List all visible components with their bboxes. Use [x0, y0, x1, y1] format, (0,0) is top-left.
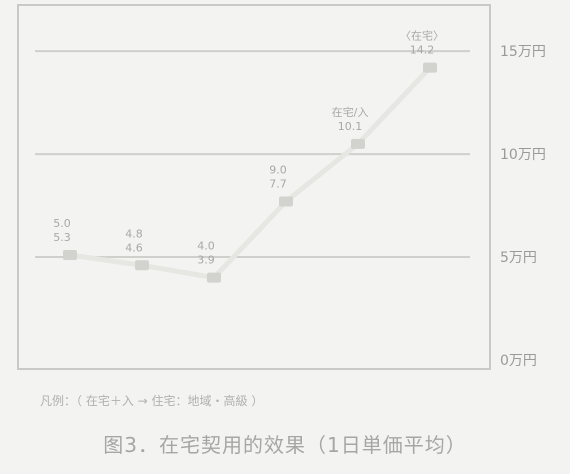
series-layer: [63, 62, 437, 283]
y-tick-labels: 15万円 10万円 5万円 0万円: [500, 44, 546, 369]
point-annotation: 在宅/入: [332, 105, 369, 119]
data-point: [423, 62, 437, 73]
point-annotation: 4.8: [125, 227, 143, 240]
plot-frame: [17, 4, 491, 370]
annotation-layer: 〈在宅〉14.2 在宅/入10.1 9.07.7 5.05.3 4.84.6 4.03.9: [53, 29, 444, 267]
point-annotation: 7.7: [269, 177, 287, 190]
data-point: [135, 260, 149, 271]
point-annotation: 14.2: [410, 44, 435, 57]
data-point: [279, 196, 293, 207]
point-annotation: 10.1: [338, 120, 363, 133]
y-tick-label: 5万円: [500, 250, 537, 266]
y-tick-label: 10万円: [500, 147, 546, 163]
grid-layer: [35, 50, 470, 259]
data-point: [207, 272, 221, 283]
point-annotation: 9.0: [269, 163, 287, 176]
point-annotation: 5.3: [53, 231, 71, 244]
chart-footnote: 凡例：（ 在宅＋入 → 住宅：地域・高級 ）: [40, 393, 263, 408]
point-annotation: 4.6: [125, 241, 143, 254]
point-annotation: 〈在宅〉: [400, 29, 444, 43]
data-point: [63, 250, 77, 260]
point-annotation: 3.9: [197, 254, 215, 267]
chart-caption: 图3．在宅契用的效果（1日単価平均）: [103, 433, 466, 457]
series-line: [67, 65, 433, 281]
y-tick-label: 15万円: [500, 44, 546, 60]
point-annotation: 5.0: [53, 217, 71, 230]
data-point: [351, 138, 365, 149]
point-annotation: 4.0: [197, 240, 215, 253]
y-tick-label: 0万円: [500, 353, 537, 369]
